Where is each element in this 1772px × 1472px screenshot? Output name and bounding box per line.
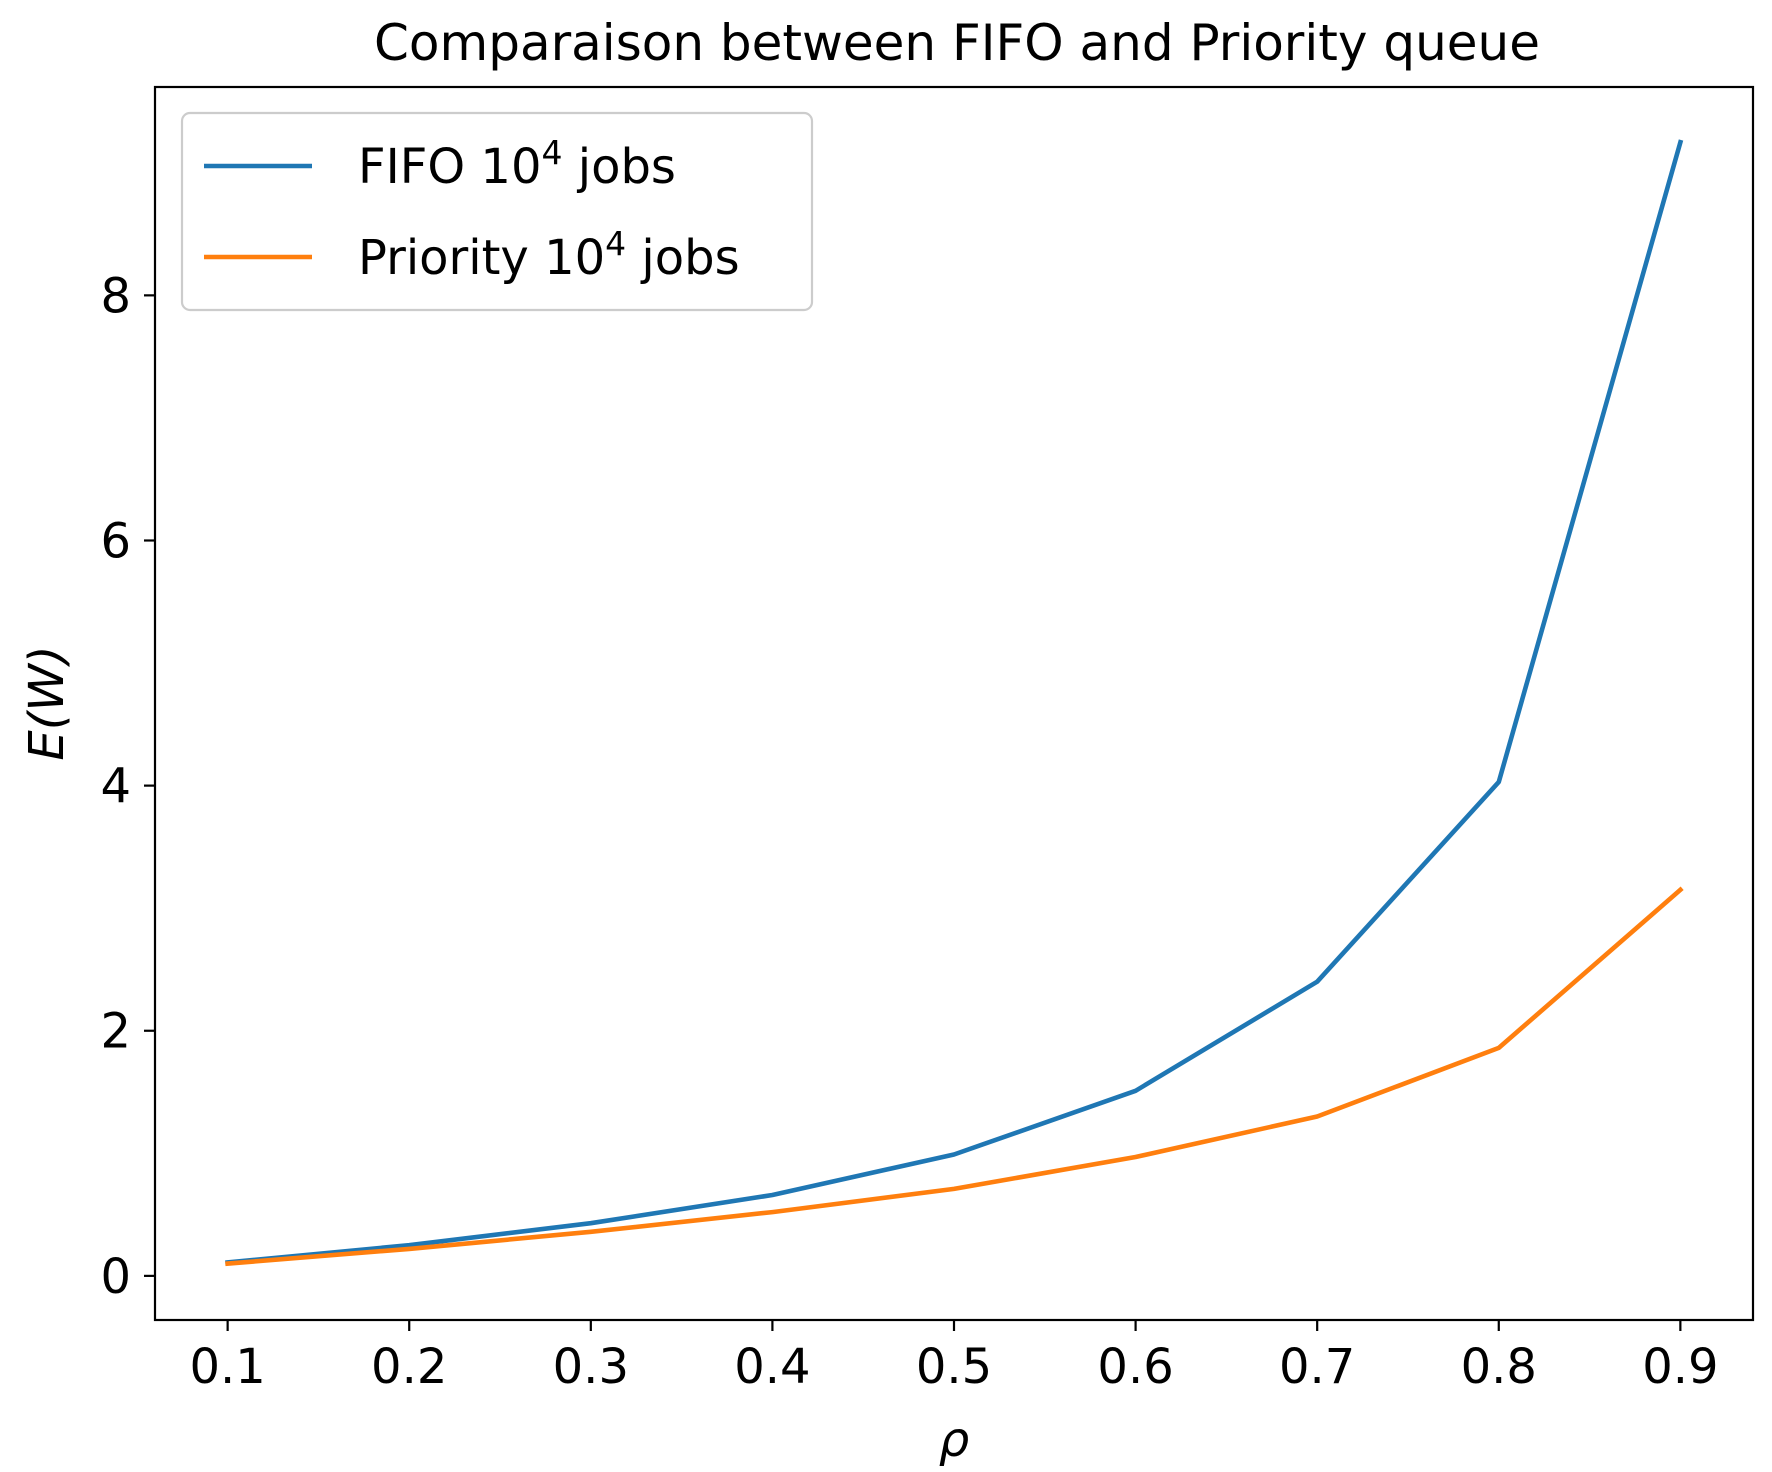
x-axis: 0.1 0.2 0.3 0.4 0.5 0.6 0.7 0.8 0.9 <box>189 1320 1719 1395</box>
y-tick-label: 0 <box>100 1249 131 1305</box>
plot-lines <box>225 139 1684 1267</box>
x-axis-label: ρ <box>939 1412 969 1468</box>
x-tick-label: 0.4 <box>734 1339 810 1395</box>
legend-label-0: FIFO 104 jobs <box>358 133 676 195</box>
y-axis-label: E(W) <box>19 645 75 760</box>
legend-frame <box>180 111 814 312</box>
x-tick-label: 0.1 <box>189 1339 265 1395</box>
x-tick-label: 0.8 <box>1461 1339 1537 1395</box>
y-tick-label: 4 <box>100 759 131 815</box>
y-tick-label: 2 <box>100 1004 131 1060</box>
y-tick-label: 6 <box>100 513 131 569</box>
x-tick-label: 0.2 <box>371 1339 447 1395</box>
y-axis: 0 2 4 6 8 <box>100 268 155 1305</box>
x-tick-label: 0.5 <box>916 1339 992 1395</box>
legend: FIFO 104 jobs Priority 104 jobs <box>180 111 814 312</box>
x-tick-label: 0.3 <box>553 1339 629 1395</box>
x-tick-label: 0.7 <box>1279 1339 1355 1395</box>
chart-title: Comparaison between FIFO and Priority qu… <box>374 14 1540 72</box>
series-line-1 <box>225 886 1684 1267</box>
x-tick-label: 0.6 <box>1097 1339 1173 1395</box>
legend-label-1: Priority 104 jobs <box>358 224 740 286</box>
x-tick-label: 0.9 <box>1642 1339 1718 1395</box>
series-line-0 <box>225 139 1684 1265</box>
y-tick-label: 8 <box>100 268 131 324</box>
